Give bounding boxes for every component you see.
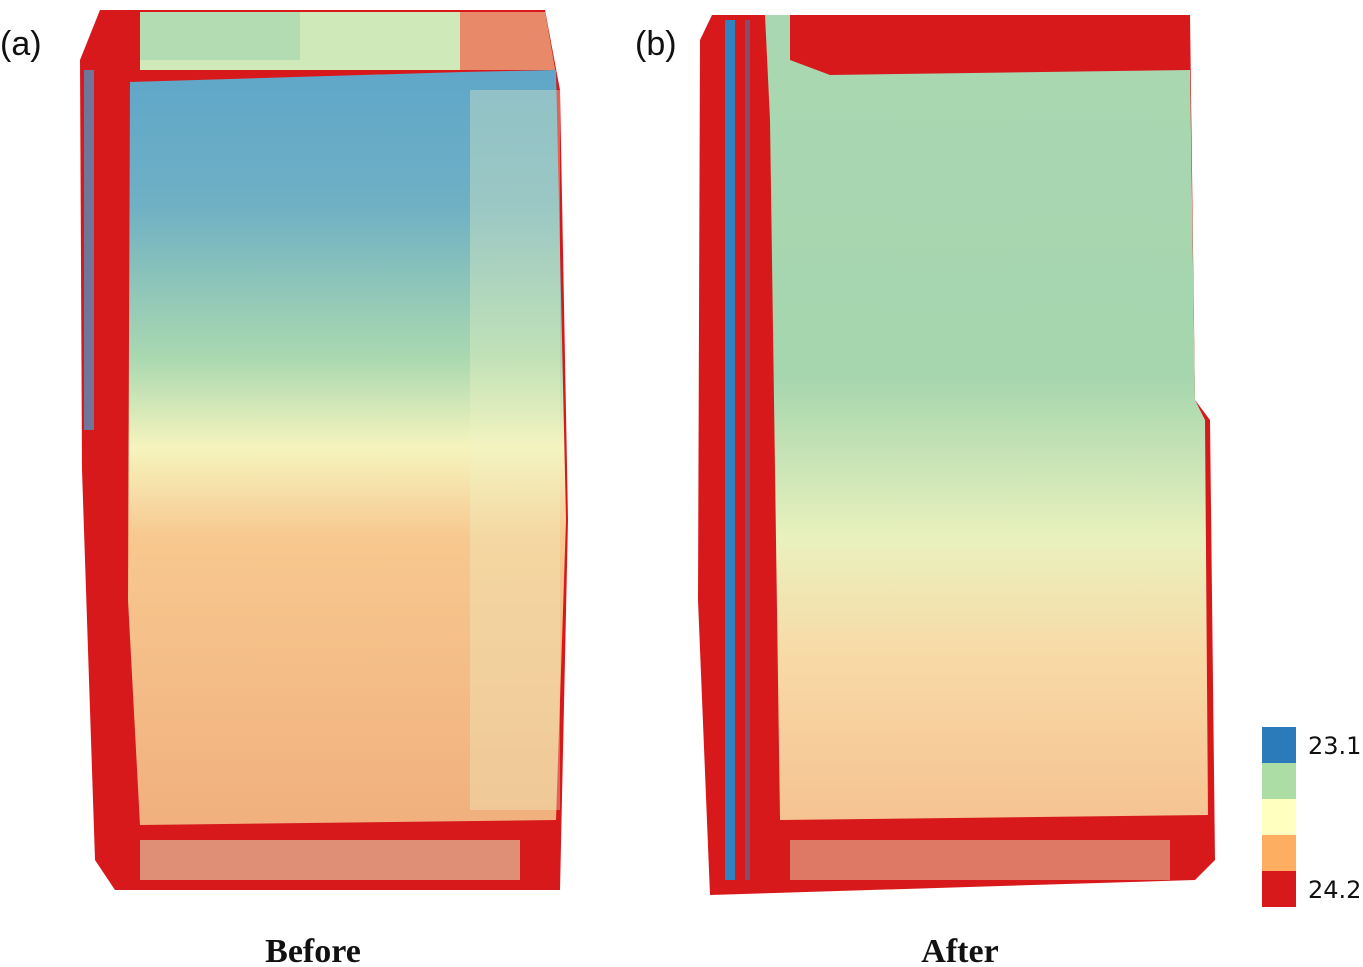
thermal-map-before bbox=[80, 10, 568, 890]
legend-swatch bbox=[1262, 835, 1296, 871]
legend-label: 23.1 bbox=[1308, 732, 1361, 760]
legend-swatch bbox=[1262, 763, 1296, 799]
panel-caption: After bbox=[921, 933, 998, 967]
legend: 23.1 24.2 bbox=[1262, 727, 1361, 907]
legend-label: 24.2 bbox=[1308, 876, 1361, 904]
legend-swatch bbox=[1262, 727, 1296, 763]
legend-swatch bbox=[1262, 799, 1296, 835]
panel-caption: Before bbox=[265, 933, 361, 967]
panel-label: (b) bbox=[635, 25, 677, 63]
thermal-map-after bbox=[698, 15, 1215, 895]
panel-label: (a) bbox=[0, 25, 42, 63]
legend-swatch bbox=[1262, 871, 1296, 907]
